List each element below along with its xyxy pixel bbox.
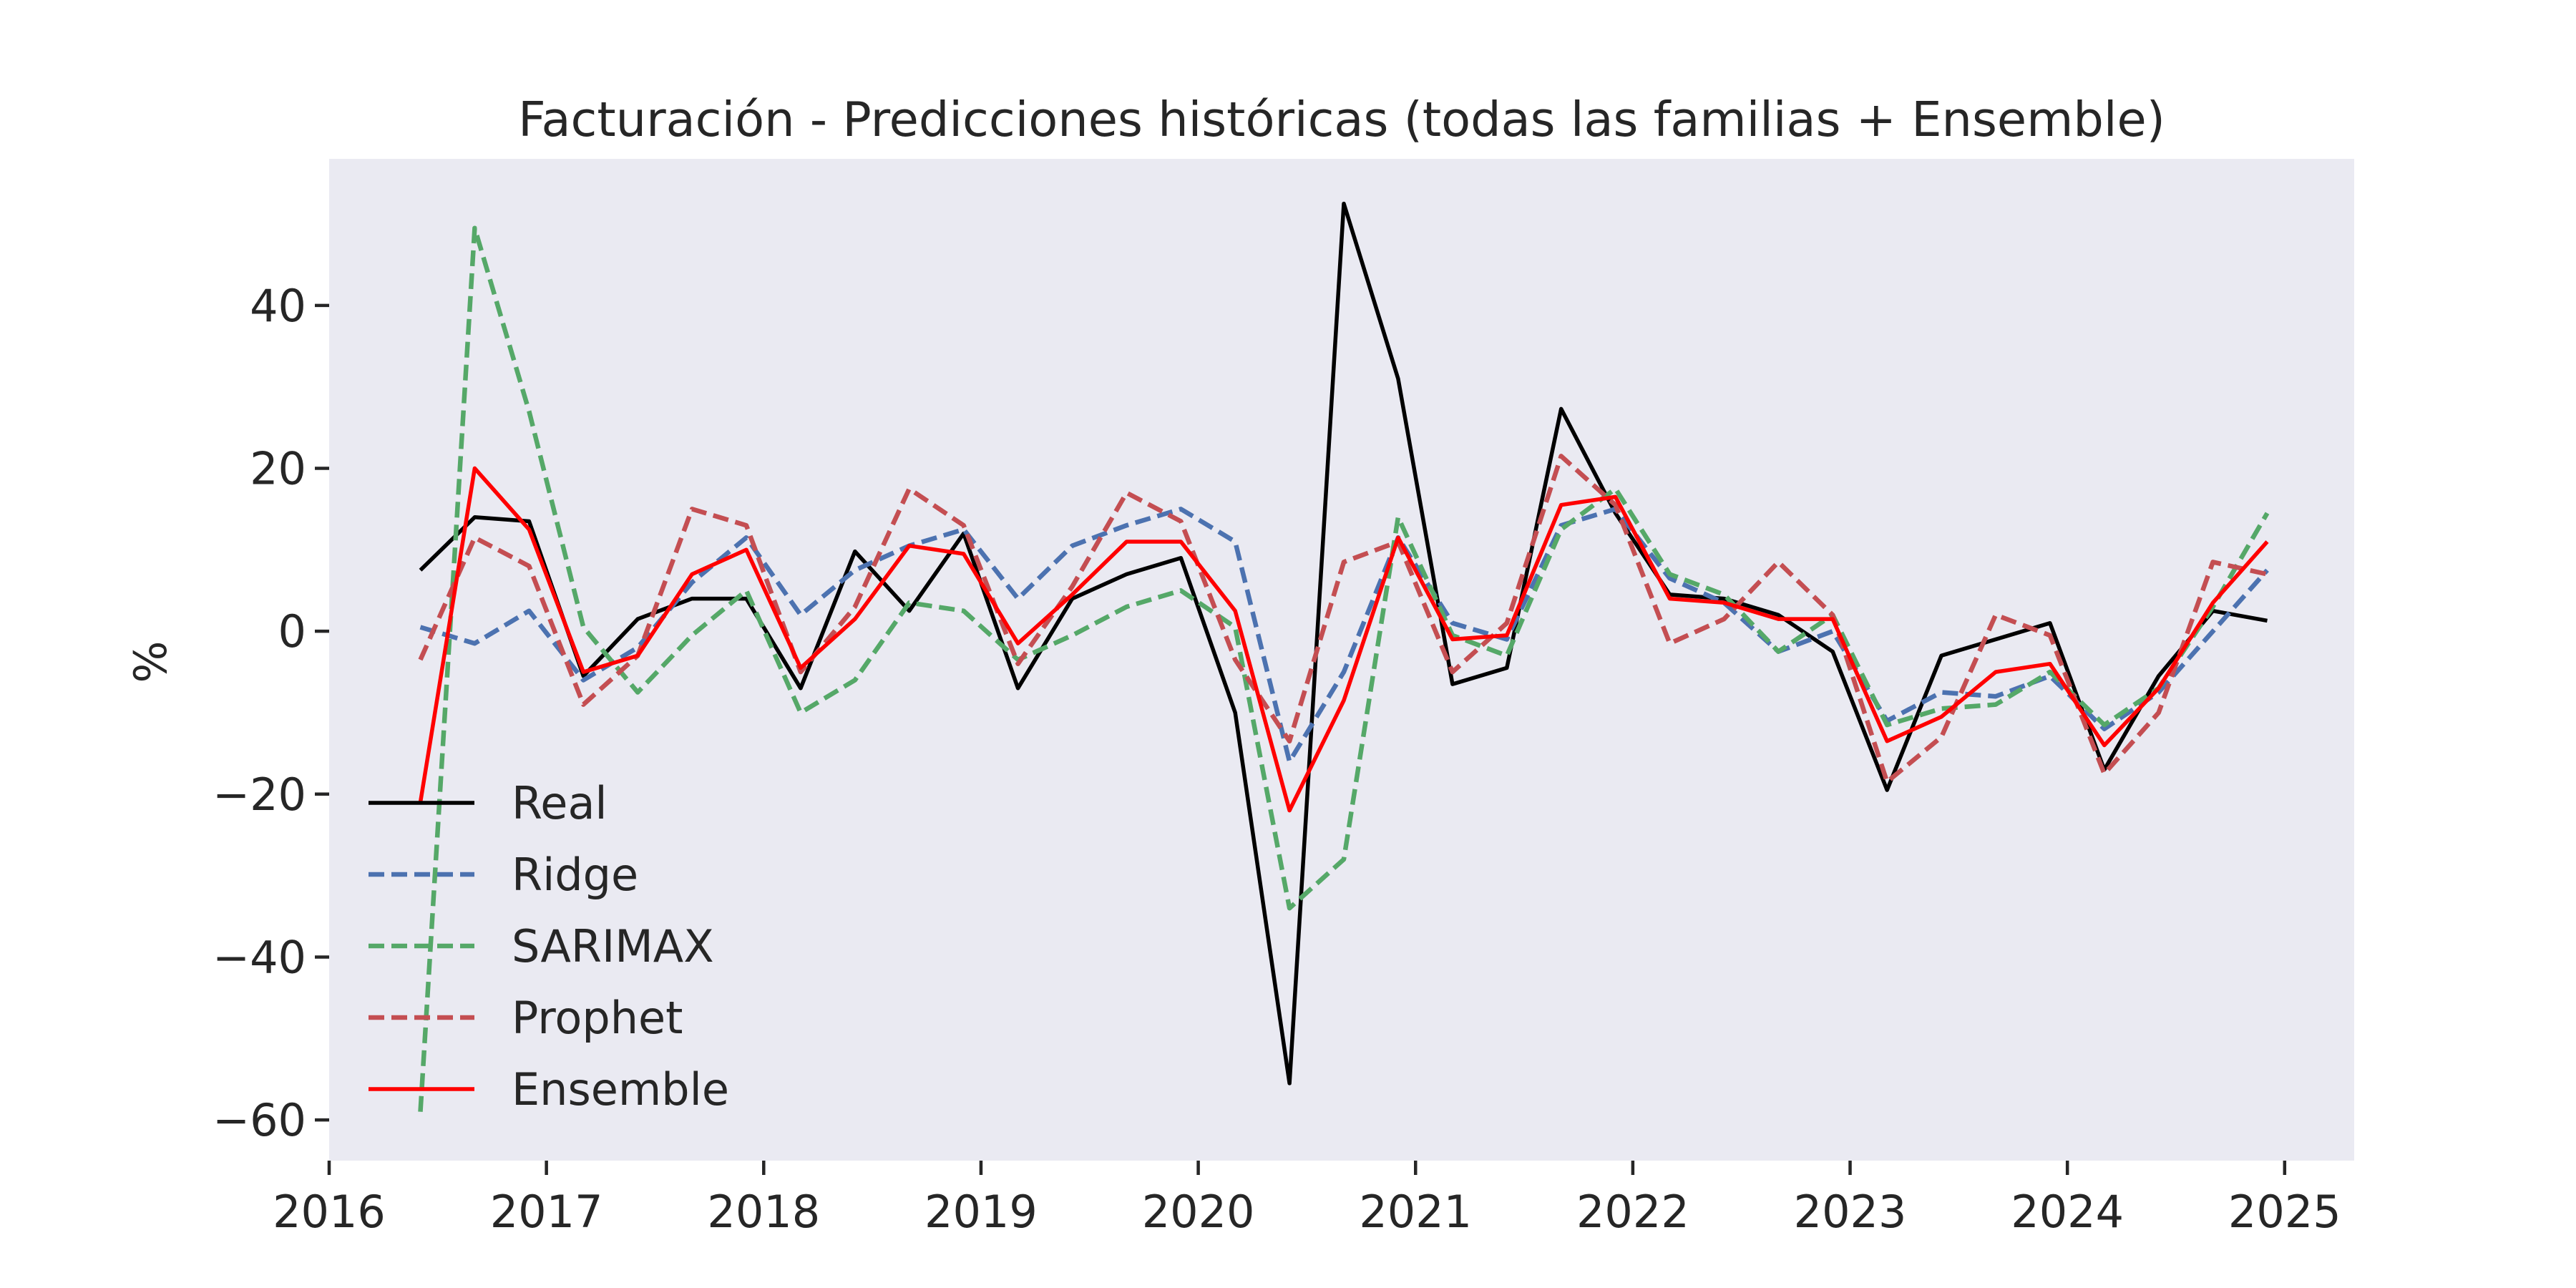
series-line-ridge bbox=[419, 507, 2269, 764]
x-tick-label-2018: 2018 bbox=[707, 1186, 820, 1238]
y-tick-label-40: 40 bbox=[250, 280, 306, 332]
legend-item-prophet: Prophet bbox=[369, 992, 683, 1044]
series-line-prophet bbox=[418, 454, 2268, 784]
legend-label-ridge: Ridge bbox=[512, 849, 638, 901]
legend-item-sarimax: SARIMAX bbox=[369, 920, 714, 972]
y-tick-label--20: −20 bbox=[213, 769, 306, 821]
chart-title: Facturación - Predicciones históricas (t… bbox=[518, 92, 2165, 147]
legend-label-sarimax: SARIMAX bbox=[512, 920, 714, 972]
x-tick-label-2024: 2024 bbox=[2011, 1186, 2124, 1238]
series-layer bbox=[418, 201, 2270, 1112]
y-tick-label-20: 20 bbox=[250, 443, 306, 495]
legend-label-ensemble: Ensemble bbox=[512, 1063, 729, 1116]
x-tick-label-2023: 2023 bbox=[1794, 1186, 1907, 1238]
x-tick-label-2016: 2016 bbox=[273, 1186, 386, 1238]
series-line-real bbox=[419, 201, 2268, 1085]
legend-label-prophet: Prophet bbox=[512, 992, 683, 1044]
legend-item-ensemble: Ensemble bbox=[369, 1063, 729, 1116]
x-tick-label-2022: 2022 bbox=[1576, 1186, 1689, 1238]
legend-label-real: Real bbox=[512, 777, 608, 829]
y-tick-label--60: −60 bbox=[213, 1094, 306, 1146]
y-axis-label: % bbox=[125, 641, 177, 683]
x-tick-label-2021: 2021 bbox=[1359, 1186, 1472, 1238]
series-line-ensemble bbox=[418, 466, 2269, 813]
x-axis: 2016 2017 2018 2019 2020 2021 2022 2023 2024 2025 bbox=[273, 1161, 2341, 1238]
x-tick-label-2017: 2017 bbox=[490, 1186, 603, 1238]
y-tick-label--40: −40 bbox=[213, 931, 306, 983]
legend: Real Ridge SARIMAX Prophet Ensemble bbox=[369, 777, 729, 1116]
x-tick-label-2020: 2020 bbox=[1142, 1186, 1255, 1238]
y-axis: −60 −40 −20 0 20 40 bbox=[213, 280, 329, 1146]
x-tick-label-2019: 2019 bbox=[924, 1186, 1038, 1238]
y-tick-label-0: 0 bbox=[278, 605, 306, 658]
legend-item-real: Real bbox=[369, 777, 608, 829]
x-tick-label-2025: 2025 bbox=[2228, 1186, 2341, 1238]
series-line-sarimax bbox=[418, 225, 2270, 1112]
legend-item-ridge: Ridge bbox=[369, 849, 638, 901]
